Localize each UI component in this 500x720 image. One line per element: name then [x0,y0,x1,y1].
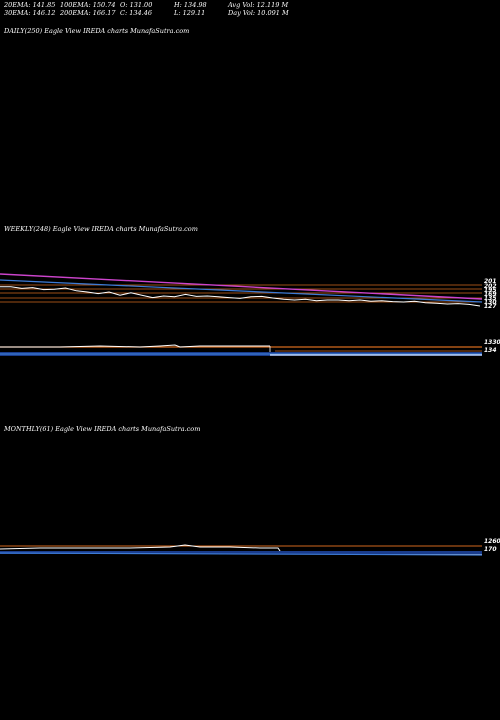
price-axis-label: 135 [484,295,497,302]
monthly-axis-label: 1260 [484,538,500,545]
monthly-axis-label: 170 [484,546,497,553]
daily-chart-title: DAILY(250) Eagle View IREDA charts Munaf… [4,27,190,35]
price-axis-label: 127 [484,303,497,310]
avg-volume-value: Avg Vol: 12.119 M [228,1,289,9]
day-volume-value: Day Vol: 10.091 M [228,9,289,17]
price-axis-label: 195 [484,287,497,294]
monthly-price-line [0,544,283,555]
monthly-volume-ema [0,552,483,556]
low-value: L: 129.11 [174,9,206,17]
volume-axis-label: 134 [484,347,497,354]
stats-row-2: 30EMA: 146.12 200EMA: 166.17 C: 134.46 L… [4,9,289,17]
weekly-price-axis-labels: 201 202 195 169 135 130 127 [484,278,497,310]
weekly-mid-ema-line [0,279,483,303]
weekly-chart-title: WEEKLY(248) Eagle View IREDA charts Muna… [4,225,198,233]
monthly-volume-band [0,551,482,554]
ema30-value: 30EMA: 146.12 [4,9,56,17]
volume-axis-label: 1330 [484,339,500,346]
weekly-levels [0,284,482,303]
price-axis-label: 201 [484,278,497,285]
weekly-slow-ema-line [0,273,483,300]
close-value: C: 134.46 [120,9,152,17]
open-value: O: 131.00 [120,1,153,9]
monthly-chart-title: MONTHLY(61) Eagle View IREDA charts Muna… [4,425,201,433]
ema20-value: 20EMA: 141.85 [4,1,56,9]
ema200-value: 200EMA: 166.17 [60,9,116,17]
weekly-volume-line [0,344,270,348]
high-value: H: 134.98 [174,1,207,9]
price-axis-label: 202 [484,283,497,290]
price-axis-label: 169 [484,291,497,298]
ema100-value: 100EMA: 150.74 [60,1,116,9]
indicator-stats: 20EMA: 141.85 100EMA: 150.74 O: 131.00 H… [4,1,289,17]
price-axis-label: 130 [484,299,497,306]
weekly-price-line [0,286,481,307]
stats-row-1: 20EMA: 141.85 100EMA: 150.74 O: 131.00 H… [4,1,289,9]
